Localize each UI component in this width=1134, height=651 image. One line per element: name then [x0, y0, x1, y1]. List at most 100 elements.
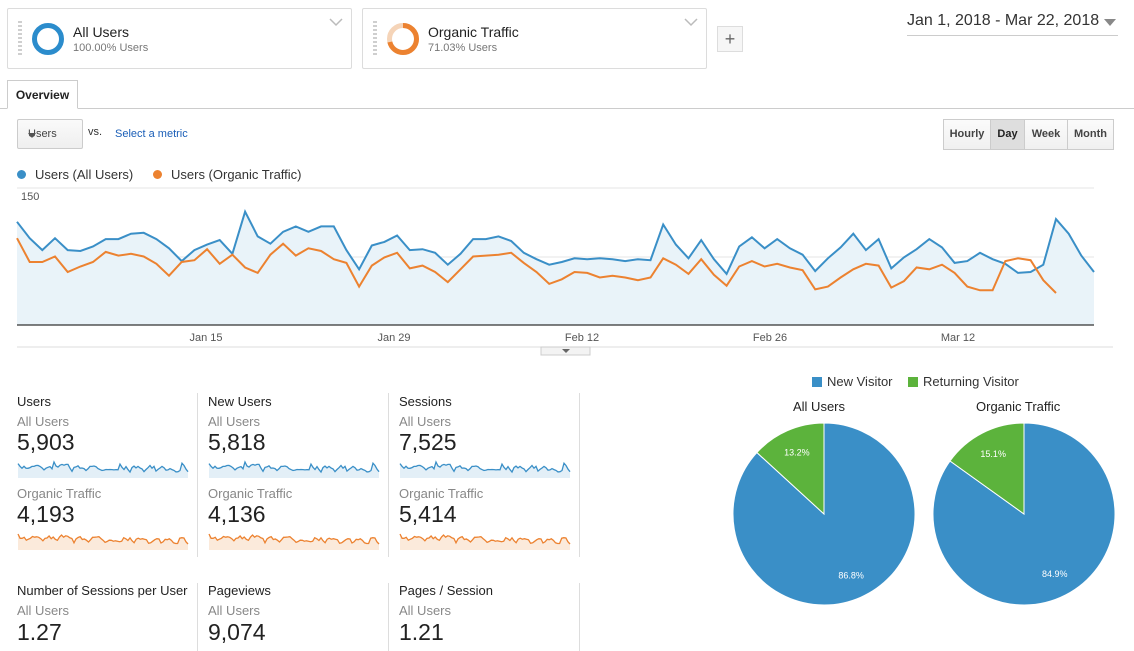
series-area-all-users: [17, 211, 1094, 325]
legend-label: Users (All Users): [35, 167, 134, 182]
caret-down-icon: [28, 133, 36, 138]
expand-chart-handle[interactable]: [540, 346, 591, 356]
sparkline-line: [399, 533, 571, 545]
pie-slice-label: 84.9%: [1042, 569, 1068, 579]
pie-slice-returning-visitor[interactable]: [949, 422, 1025, 515]
tile-divider: [579, 393, 580, 557]
kpi-value: 5,903: [17, 429, 75, 455]
pie-slice-returning-visitor[interactable]: [756, 422, 825, 516]
legend-dot-icon: [17, 170, 26, 179]
sparkline-line: [17, 460, 189, 474]
sparkline-line: [208, 533, 380, 545]
tab-divider: [0, 108, 1134, 109]
kpi-value: 4,136: [208, 501, 266, 527]
segment-subtitle: 100.00% Users: [73, 42, 149, 54]
pie-chart-all-users: 86.8% 13.2%: [732, 422, 916, 606]
vs-label: vs.: [88, 126, 103, 138]
legend-swatch-icon: [812, 377, 822, 387]
kpi-value: 5,818: [208, 429, 266, 455]
kpi-value: 4,193: [17, 501, 75, 527]
kpi-value: 7,525: [399, 429, 457, 455]
legend-label: Users (Organic Traffic): [171, 167, 302, 182]
kpi-segment-label: Organic Traffic: [399, 486, 484, 501]
kpi-sessions: Sessions All Users 7,525 Organic Traffic…: [399, 392, 580, 562]
kpi-segment-label: Organic Traffic: [17, 486, 102, 501]
tab-overview[interactable]: Overview: [7, 80, 78, 109]
segment-card-all-users[interactable]: All Users 100.00% Users: [7, 8, 352, 69]
chevron-down-icon[interactable]: [329, 17, 343, 27]
drag-handle-icon[interactable]: [373, 21, 377, 57]
sparkline-line: [399, 460, 571, 474]
legend-item-all-users[interactable]: Users (All Users): [17, 167, 133, 182]
legend-label: New Visitor: [827, 374, 893, 389]
kpi-users: Users All Users 5,903 Organic Traffic 4,…: [17, 392, 198, 562]
kpi-title: Number of Sessions per User: [17, 583, 188, 598]
segment-ring-icon: [32, 23, 64, 55]
segment-ring-icon: [387, 23, 419, 55]
tile-divider: [388, 393, 389, 557]
kpi-segment-label: All Users: [208, 603, 261, 618]
series-line-organic-traffic: [16, 237, 1057, 294]
sparkline-area: [209, 462, 379, 478]
kpi-segment-label: All Users: [399, 603, 452, 618]
sparkline-line: [17, 533, 189, 545]
granularity-week-button[interactable]: Week: [1024, 119, 1068, 150]
kpi-value: 1.27: [17, 619, 62, 645]
pie-slice-label: 15.1%: [980, 449, 1006, 459]
sparkline-area: [18, 534, 188, 550]
legend-dot-icon: [153, 170, 162, 179]
sparkline-area: [400, 462, 570, 478]
caret-down-icon: [562, 349, 570, 353]
pie-title-all-users: All Users: [793, 399, 846, 414]
pie-slice-label: 13.2%: [784, 447, 810, 457]
pie-title-organic-traffic: Organic Traffic: [976, 399, 1061, 414]
select-metric-link[interactable]: Select a metric: [115, 128, 188, 140]
series-line-all-users: [16, 209, 1095, 276]
pie-legend-new-visitor[interactable]: New Visitor: [812, 374, 893, 389]
line-chart: 150 75 Jan 15 Jan 29 Feb 12 Feb 26 Mar 1…: [16, 187, 1113, 356]
sparkline-area: [18, 462, 188, 478]
segment-subtitle: 71.03% Users: [428, 42, 498, 54]
sparkline-organic-traffic: [399, 533, 571, 550]
pie-chart-organic-traffic: 84.9% 15.1%: [932, 422, 1116, 606]
legend-item-organic-traffic[interactable]: Users (Organic Traffic): [153, 167, 302, 182]
y-tick-label: 150: [21, 191, 39, 203]
kpi-title: Sessions: [399, 394, 452, 409]
sparkline-all-users: [208, 460, 380, 478]
granularity-month-button[interactable]: Month: [1067, 119, 1114, 150]
sparkline-all-users: [399, 460, 571, 478]
sparkline-area: [209, 534, 379, 550]
segment-title: All Users: [73, 24, 130, 40]
caret-down-icon: [1104, 19, 1116, 26]
date-range-picker[interactable]: Jan 1, 2018 - Mar 22, 2018: [907, 12, 1118, 36]
kpi-title: Users: [17, 394, 51, 409]
kpi-segment-label: All Users: [17, 414, 70, 429]
sparkline-line: [208, 460, 380, 474]
sparkline-all-users: [17, 460, 189, 478]
kpi-pages-per-session: Pages / Session All Users 1.21: [399, 581, 580, 651]
segment-card-organic-traffic[interactable]: Organic Traffic 71.03% Users: [362, 8, 707, 69]
sparkline-organic-traffic: [17, 533, 189, 550]
kpi-new-users: New Users All Users 5,818 Organic Traffi…: [208, 392, 389, 562]
kpi-title: New Users: [208, 394, 272, 409]
pie-slice-label: 86.8%: [838, 571, 864, 581]
x-tick-label: Jan 15: [189, 332, 222, 344]
segment-title: Organic Traffic: [428, 24, 519, 40]
legend-label: Returning Visitor: [923, 374, 1019, 389]
pie-legend-returning-visitor[interactable]: Returning Visitor: [908, 374, 1019, 389]
kpi-value: 5,414: [399, 501, 457, 527]
x-tick-label: Jan 29: [377, 332, 410, 344]
add-segment-button[interactable]: +: [717, 26, 743, 52]
metric-dropdown[interactable]: Users: [17, 119, 83, 149]
drag-handle-icon[interactable]: [18, 21, 22, 57]
kpi-sessions-per-user: Number of Sessions per User All Users 1.…: [17, 581, 198, 651]
granularity-hourly-button[interactable]: Hourly: [943, 119, 991, 150]
kpi-title: Pages / Session: [399, 583, 493, 598]
pie-slice-new-visitor[interactable]: [932, 422, 1116, 606]
chevron-down-icon[interactable]: [684, 17, 698, 27]
kpi-value: 1.21: [399, 619, 444, 645]
tile-divider: [579, 583, 580, 651]
tile-divider: [388, 583, 389, 651]
granularity-day-button[interactable]: Day: [990, 119, 1025, 150]
tile-divider: [197, 393, 198, 557]
